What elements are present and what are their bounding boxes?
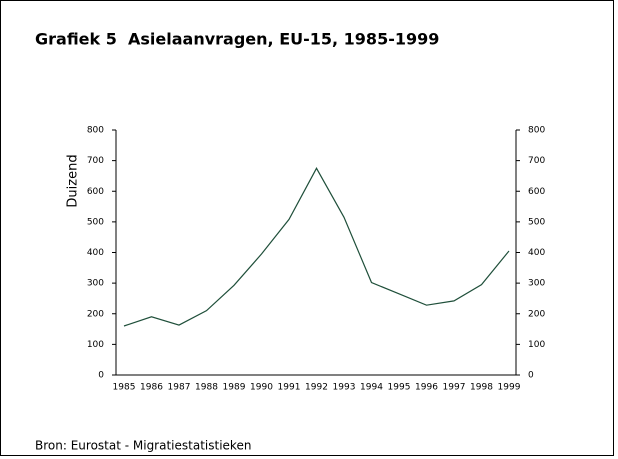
chart-title: Grafiek 5 Asielaanvragen, EU-15, 1985-19… bbox=[35, 30, 439, 49]
y-tick-label: 0 bbox=[98, 371, 104, 381]
y-tick-label: 100 bbox=[87, 340, 104, 350]
y-tick-label: 500 bbox=[87, 217, 104, 227]
y2-tick-label: 0 bbox=[528, 371, 534, 381]
y2-tick-label: 200 bbox=[528, 309, 545, 319]
x-tick-label: 1996 bbox=[415, 383, 438, 393]
x-tick-label: 1995 bbox=[388, 383, 411, 393]
x-tick-label: 1991 bbox=[278, 383, 301, 393]
y2-tick-label: 700 bbox=[528, 156, 545, 166]
x-tick-label: 1990 bbox=[250, 383, 273, 393]
data-line bbox=[123, 167, 510, 327]
x-tick-label: 1999 bbox=[498, 383, 521, 393]
y-tick-label: 400 bbox=[87, 248, 104, 258]
source: Bron: Eurostat - Migratiestatistieken bbox=[35, 439, 251, 453]
x-tick-label: 1988 bbox=[195, 383, 218, 393]
y2-tick-label: 100 bbox=[528, 340, 545, 350]
y-tick-label: 600 bbox=[87, 187, 104, 197]
x-tick-label: 1992 bbox=[305, 383, 328, 393]
x-tick-label: 1997 bbox=[443, 383, 466, 393]
x-tick-label: 1994 bbox=[360, 383, 383, 393]
x-tick-label: 1987 bbox=[168, 383, 191, 393]
y2-tick-label: 400 bbox=[528, 248, 545, 258]
y-tick-label: 200 bbox=[87, 309, 104, 319]
y2-tick-label: 300 bbox=[528, 279, 545, 289]
x-tick-label: 1986 bbox=[140, 383, 163, 393]
y-axis-label: Duizend bbox=[66, 154, 81, 207]
y-tick-label: 800 bbox=[87, 126, 104, 136]
y2-tick-label: 500 bbox=[528, 217, 545, 227]
y2-tick-label: 800 bbox=[528, 126, 545, 136]
y-tick-label: 700 bbox=[87, 156, 104, 166]
x-tick-label: 1993 bbox=[333, 383, 356, 393]
y-tick-label: 300 bbox=[87, 279, 104, 289]
x-tick-label: 1985 bbox=[113, 383, 136, 393]
x-tick-label: 1998 bbox=[470, 383, 493, 393]
x-tick-label: 1989 bbox=[223, 383, 246, 393]
y2-tick-label: 600 bbox=[528, 187, 545, 197]
